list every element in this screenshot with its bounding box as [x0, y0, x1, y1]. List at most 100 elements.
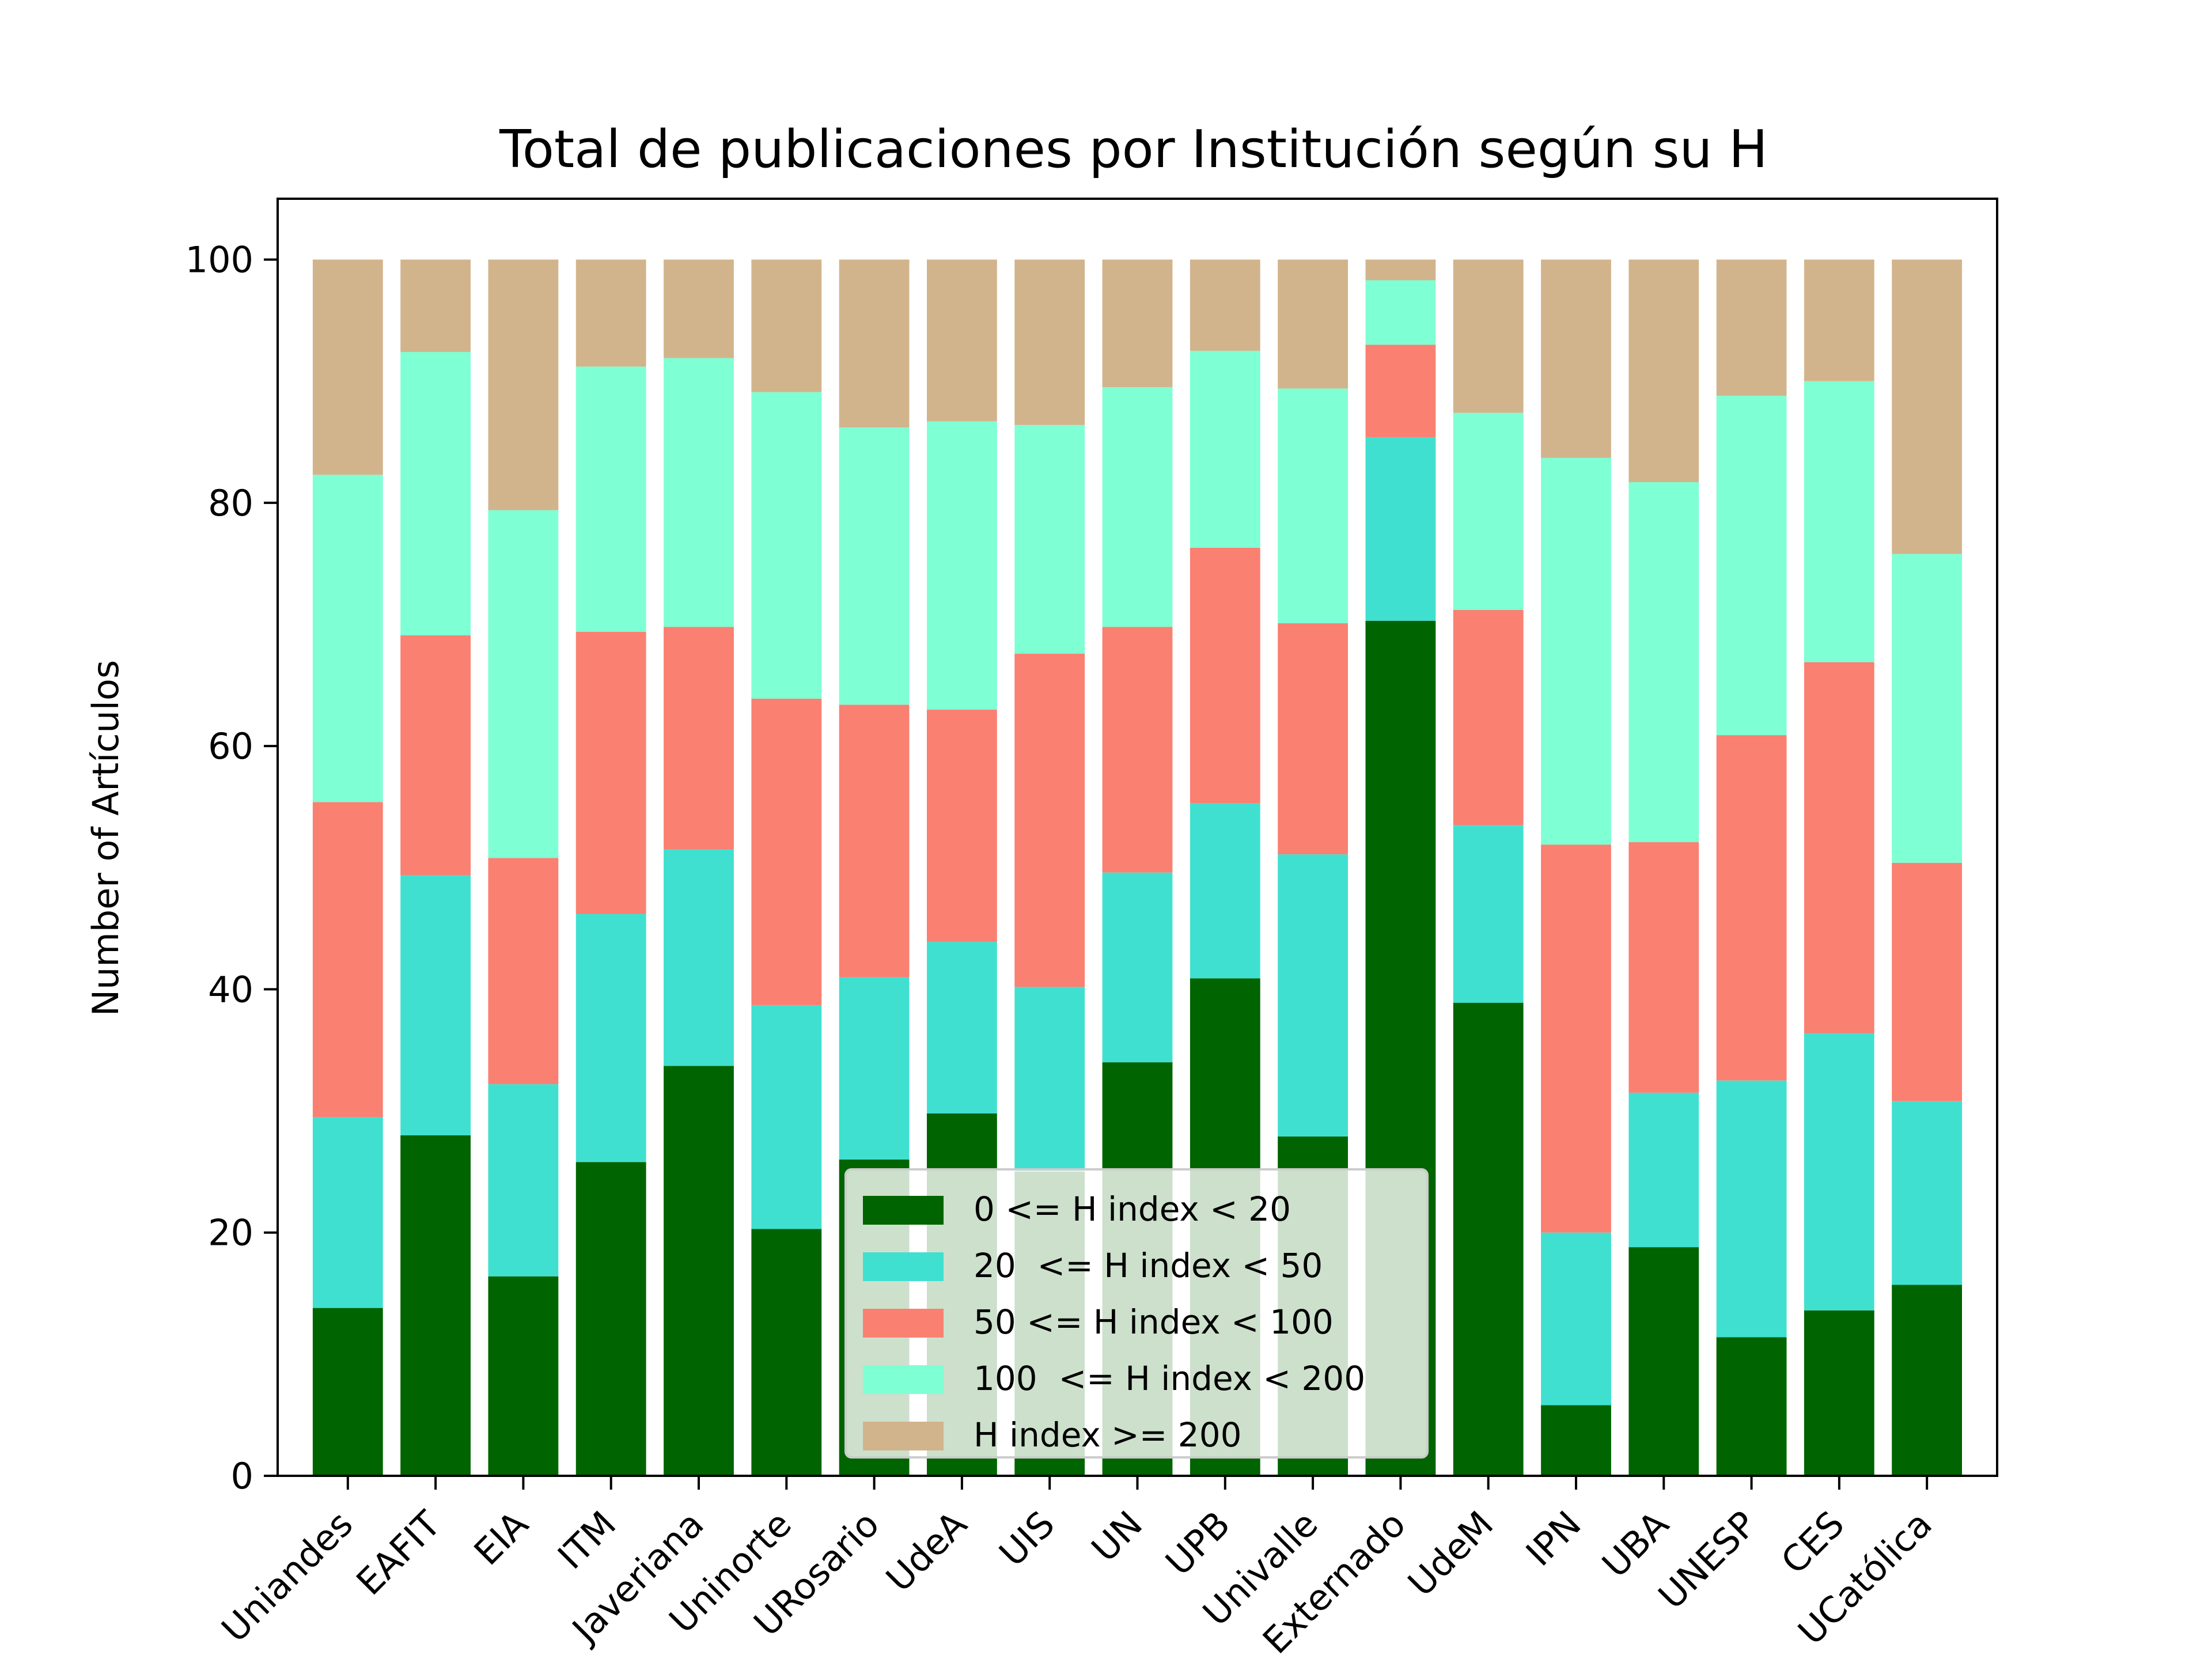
bar-uniandes-series-1 — [312, 1308, 383, 1476]
bar-eia-series-4 — [488, 510, 559, 858]
bar-ces-series-4 — [1804, 381, 1874, 662]
bar-ipn-series-2 — [1541, 1232, 1611, 1406]
bar-udea-series-5 — [927, 259, 997, 422]
bar-udem-series-5 — [1453, 259, 1524, 413]
bar-un-series-3 — [1102, 627, 1173, 873]
bar-eia-series-3 — [488, 858, 559, 1085]
bar-ucatolica-series-5 — [1892, 259, 1962, 554]
bar-ces-series-5 — [1804, 259, 1874, 381]
bar-univalle-series-2 — [1278, 854, 1348, 1137]
bar-ipn-series-1 — [1541, 1405, 1611, 1476]
bar-uba-series-4 — [1628, 482, 1699, 842]
bar-uniandes-series-2 — [312, 1117, 383, 1308]
y-tick-label-40: 40 — [208, 968, 253, 1010]
bar-udea-series-4 — [927, 421, 997, 710]
bar-itm-series-4 — [575, 366, 646, 632]
legend-label-2: 20 <= H index < 50 — [974, 1246, 1323, 1285]
bar-upb-series-4 — [1190, 350, 1260, 548]
bar-itm-series-5 — [575, 259, 646, 367]
bar-uba-series-5 — [1628, 259, 1699, 482]
bar-javeriana-series-4 — [664, 358, 734, 627]
bar-uninorte-series-5 — [751, 259, 822, 392]
bar-uninorte-series-4 — [751, 392, 822, 699]
legend-label-3: 50 <= H index < 100 — [974, 1302, 1334, 1342]
bar-upb-series-5 — [1190, 259, 1260, 351]
bar-ucatolica-series-2 — [1892, 1101, 1962, 1285]
bar-ipn-series-4 — [1541, 457, 1611, 845]
legend-label-5: H index >= 200 — [974, 1415, 1242, 1455]
bar-eafit-series-5 — [400, 259, 471, 353]
bar-externado-series-3 — [1365, 344, 1436, 437]
bar-itm-series-1 — [575, 1162, 646, 1476]
bar-externado-series-5 — [1365, 259, 1436, 281]
bar-upb-series-3 — [1190, 548, 1260, 804]
chart-title: Total de publicaciones por Institución s… — [499, 119, 1768, 180]
bar-javeriana-series-5 — [664, 259, 734, 358]
legend-label-4: 100 <= H index < 200 — [974, 1359, 1365, 1398]
bar-udea-series-2 — [927, 942, 997, 1113]
bar-uis-series-3 — [1014, 653, 1085, 987]
bar-unesp-series-2 — [1716, 1080, 1787, 1338]
legend-swatch-5 — [863, 1422, 944, 1450]
legend-swatch-4 — [863, 1365, 944, 1394]
legend-swatch-3 — [863, 1309, 944, 1338]
bar-eafit-series-2 — [400, 875, 471, 1135]
legend-label-1: 0 <= H index < 20 — [974, 1190, 1291, 1229]
bar-udem-series-4 — [1453, 412, 1524, 610]
bar-uis-series-5 — [1014, 259, 1085, 425]
y-axis: 0 20 40 60 80 100 — [185, 239, 278, 1497]
bar-externado-series-2 — [1365, 437, 1436, 621]
bar-eia-series-1 — [488, 1276, 559, 1476]
bar-ipn-series-3 — [1541, 844, 1611, 1233]
bar-univalle-series-5 — [1278, 259, 1348, 389]
bar-uis-series-4 — [1014, 425, 1085, 654]
y-tick-label-0: 0 — [231, 1455, 253, 1497]
plot-frame — [276, 198, 1998, 1477]
bar-ces-series-3 — [1804, 662, 1874, 1033]
legend-box — [844, 1168, 1429, 1459]
bar-urosario-series-4 — [839, 427, 910, 705]
bar-unesp-series-4 — [1716, 396, 1787, 736]
bar-ipn-series-5 — [1541, 259, 1611, 458]
bar-eia-series-5 — [488, 259, 559, 510]
bar-itm-series-3 — [575, 631, 646, 914]
bar-ces-series-2 — [1804, 1033, 1874, 1310]
bar-unesp-series-5 — [1716, 259, 1787, 396]
bar-uniandes-series-4 — [312, 475, 383, 802]
y-tick-label-100: 100 — [185, 239, 253, 281]
bar-uninorte-series-2 — [751, 1005, 822, 1229]
bar-eafit-series-1 — [400, 1135, 471, 1476]
bar-eafit-series-3 — [400, 635, 471, 875]
bar-uninorte-series-1 — [751, 1229, 822, 1476]
bar-javeriana-series-1 — [664, 1066, 734, 1476]
bar-udem-series-1 — [1453, 1002, 1524, 1476]
bar-urosario-series-2 — [839, 977, 910, 1160]
bar-uniandes-series-3 — [312, 802, 383, 1118]
bar-udem-series-2 — [1453, 825, 1524, 1003]
bar-ucatolica-series-3 — [1892, 862, 1962, 1101]
bar-un-series-4 — [1102, 387, 1173, 627]
legend-swatch-2 — [863, 1252, 944, 1281]
bar-udea-series-3 — [927, 709, 997, 942]
bar-uniandes-series-5 — [312, 259, 383, 475]
bar-univalle-series-3 — [1278, 623, 1348, 855]
bar-externado-series-4 — [1365, 280, 1436, 345]
bar-un-series-5 — [1102, 259, 1173, 388]
bar-itm-series-2 — [575, 914, 646, 1162]
bar-un-series-2 — [1102, 872, 1173, 1063]
bar-uba-series-2 — [1628, 1092, 1699, 1248]
bar-uba-series-3 — [1628, 842, 1699, 1093]
y-tick-label-60: 60 — [208, 725, 253, 767]
bar-javeriana-series-2 — [664, 849, 734, 1066]
bar-eafit-series-4 — [400, 352, 471, 635]
bar-uninorte-series-3 — [751, 698, 822, 1005]
y-tick-label-20: 20 — [208, 1212, 253, 1254]
bar-upb-series-2 — [1190, 803, 1260, 979]
bar-uba-series-1 — [1628, 1247, 1699, 1476]
bar-urosario-series-3 — [839, 704, 910, 978]
bar-uis-series-2 — [1014, 987, 1085, 1172]
bar-udem-series-3 — [1453, 609, 1524, 825]
bar-unesp-series-3 — [1716, 735, 1787, 1081]
bar-ces-series-1 — [1804, 1310, 1874, 1476]
